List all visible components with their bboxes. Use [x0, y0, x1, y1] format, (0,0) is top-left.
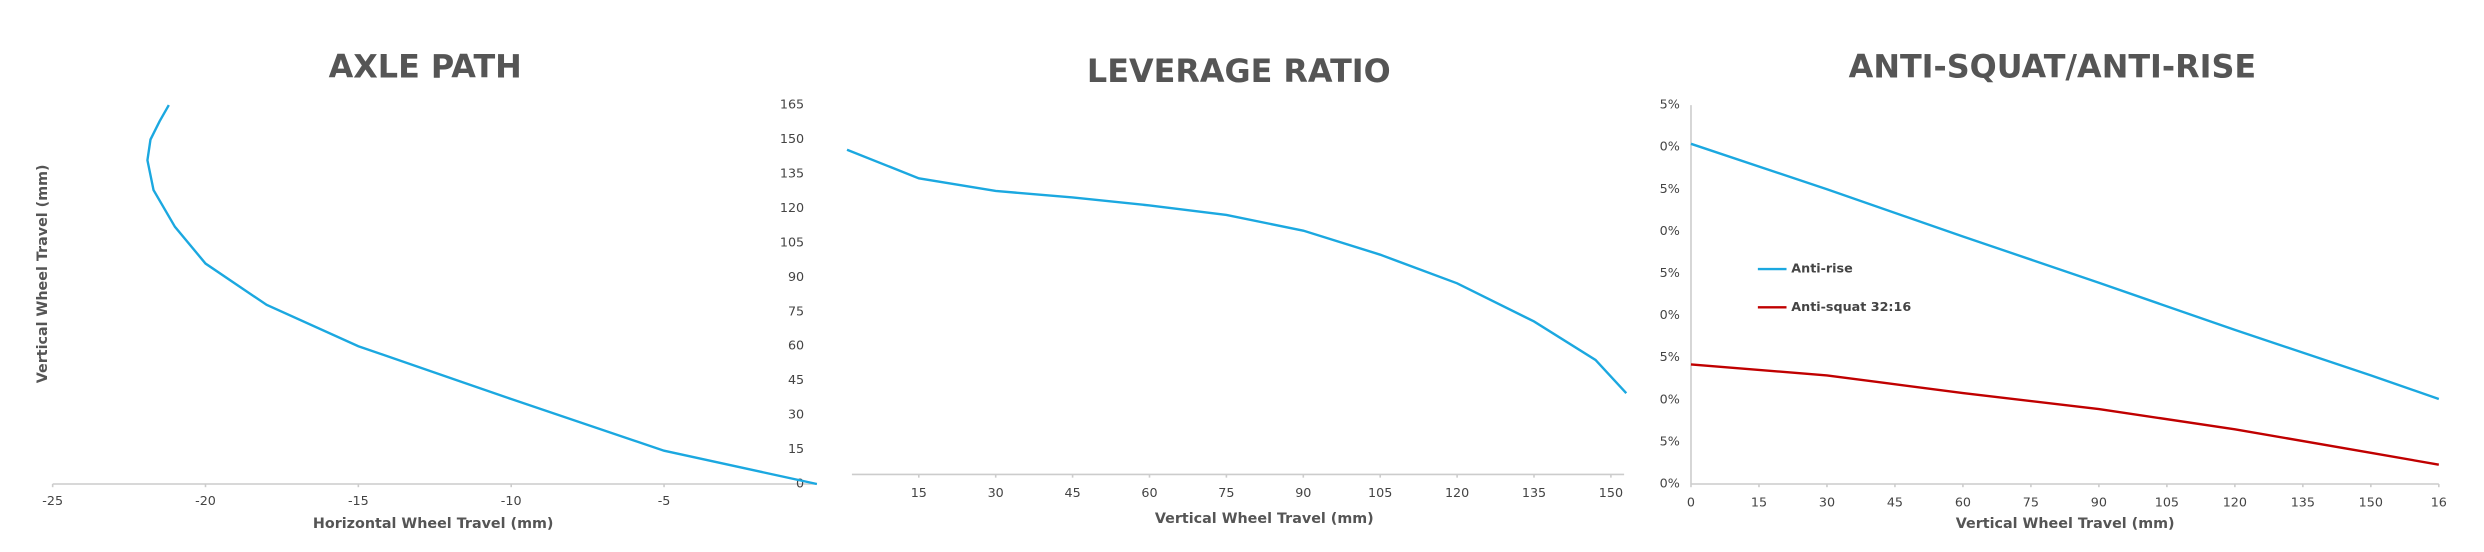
data-line [146, 104, 818, 486]
x-tick-label: 120 [2223, 496, 2247, 511]
y-tick-label: 5% [1660, 266, 1680, 281]
x-tick-label: 90 [2091, 496, 2107, 511]
x-tick-label: 15 [911, 486, 927, 501]
data-line [1690, 363, 2440, 466]
y-tick-label: 120 [780, 201, 804, 216]
y-tick-label: 0% [1660, 224, 1680, 239]
x-tick-label: 45 [1887, 496, 1903, 511]
y-tick-label: 15 [788, 442, 804, 457]
chart-title: AXLE PATH [329, 47, 522, 85]
chart-title: ANTI-SQUAT/ANTI-RISE [1849, 47, 2256, 85]
y-tick-label: 0% [1660, 140, 1680, 155]
legend-label: Anti-squat 32:16 [1791, 300, 1911, 315]
x-tick-label: 16 [2431, 496, 2447, 511]
x-tick-label: -10 [501, 494, 522, 509]
y-tick-label: 75 [788, 304, 804, 319]
x-axis-title: Horizontal Wheel Travel (mm) [313, 516, 554, 532]
data-line [846, 148, 1628, 395]
y-axis-title: Vertical Wheel Travel (mm) [35, 164, 51, 383]
x-tick-label: 60 [1141, 486, 1157, 501]
x-tick-label: 135 [1522, 486, 1546, 501]
x-tick-label: 75 [2023, 496, 2039, 511]
y-tick-label: 5% [1660, 350, 1680, 365]
y-tick-label: 165 [780, 98, 804, 113]
x-tick-label: 0 [1687, 496, 1695, 511]
y-tick-label: 150 [780, 132, 804, 147]
x-axis-title: Vertical Wheel Travel (mm) [1956, 516, 2175, 532]
y-tick-label: 105 [780, 235, 804, 250]
y-tick-label: 45 [788, 373, 804, 388]
x-tick-label: -15 [348, 494, 369, 509]
y-tick-label: 0% [1660, 477, 1680, 492]
x-axis-title: Vertical Wheel Travel (mm) [1155, 511, 1374, 527]
x-tick-label: 45 [1065, 486, 1081, 501]
x-tick-label: 90 [1295, 486, 1311, 501]
data-line [1690, 142, 2440, 401]
x-tick-label: 105 [1368, 486, 1392, 501]
x-tick-label: 75 [1218, 486, 1234, 501]
x-tick-label: 135 [2291, 496, 2315, 511]
x-tick-label: 120 [1445, 486, 1469, 501]
y-tick-label: 60 [788, 339, 804, 354]
legend-label: Anti-rise [1791, 262, 1853, 277]
x-tick-label: 150 [2359, 496, 2383, 511]
x-tick-label: 150 [1599, 486, 1623, 501]
x-tick-label: 60 [1955, 496, 1971, 511]
chart-title: LEVERAGE RATIO [1087, 52, 1391, 90]
y-tick-label: 5% [1660, 434, 1680, 449]
y-tick-label: 0 [796, 477, 804, 492]
y-tick-label: 90 [788, 270, 804, 285]
x-tick-label: 30 [1819, 496, 1835, 511]
y-tick-label: 0% [1660, 308, 1680, 323]
y-tick-label: 135 [780, 166, 804, 181]
x-tick-label: -25 [42, 494, 63, 509]
x-tick-label: 15 [1751, 496, 1767, 511]
y-tick-label: 0% [1660, 392, 1680, 407]
x-tick-label: -20 [195, 494, 216, 509]
x-tick-label: 30 [988, 486, 1004, 501]
y-tick-label: 5% [1660, 98, 1680, 113]
y-tick-label: 30 [788, 408, 804, 423]
x-tick-label: 105 [2155, 496, 2179, 511]
y-tick-label: 5% [1660, 182, 1680, 197]
x-tick-label: -5 [658, 494, 671, 509]
